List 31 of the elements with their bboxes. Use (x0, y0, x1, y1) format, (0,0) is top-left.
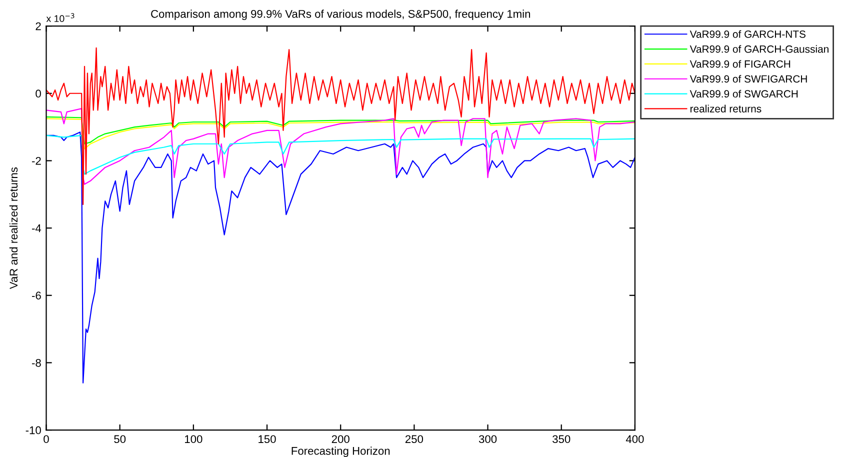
y-tick-label: -10 (26, 426, 41, 434)
line-series (46, 116, 635, 144)
x-tick-label: 50 (114, 435, 126, 444)
x-tick-label: 350 (552, 435, 570, 444)
x-tick-label: 200 (332, 435, 350, 444)
x-tick-label: 0 (44, 435, 49, 444)
legend-label: VaR99.9 of FIGARCH (690, 60, 790, 68)
legend-label: realized returns (690, 104, 762, 112)
text: x 10$^{−3}$ (46, 13, 74, 22)
y-tick-label: 0 (36, 90, 41, 98)
x-tick-label: 100 (185, 435, 202, 444)
line-series (46, 118, 635, 150)
line-series (46, 47, 635, 206)
x-tick-label: 250 (405, 435, 424, 444)
legend-label: VaR99.9 of SWGARCH (690, 90, 798, 98)
y-tick-label: -4 (32, 224, 42, 232)
legend-label: VaR99.9 of GARCH-NTS (690, 30, 806, 38)
y-tick-label: 2 (36, 22, 41, 30)
legend-label: VaR99.9 of SWFIGARCH (690, 74, 807, 83)
line-series (46, 108, 635, 185)
line-series (46, 134, 635, 175)
y-tick-label: -6 (32, 292, 41, 300)
y-tick-label: -2 (32, 156, 41, 165)
y-axis-title: VaR and realized returns (9, 167, 18, 290)
y-tick-label: -8 (32, 358, 41, 367)
x-tick-label: 400 (626, 435, 644, 444)
x-axis-title: Forecasting Horizon (292, 446, 390, 457)
chart-title: Comparison among 99.9% VaRs of various models, S&P500, frequency 1min (151, 10, 530, 20)
x-tick-label: 300 (478, 435, 497, 444)
legend-label: VaR99.9 of GARCH-Gaussian (690, 45, 828, 53)
x-tick-label: 150 (258, 435, 276, 444)
